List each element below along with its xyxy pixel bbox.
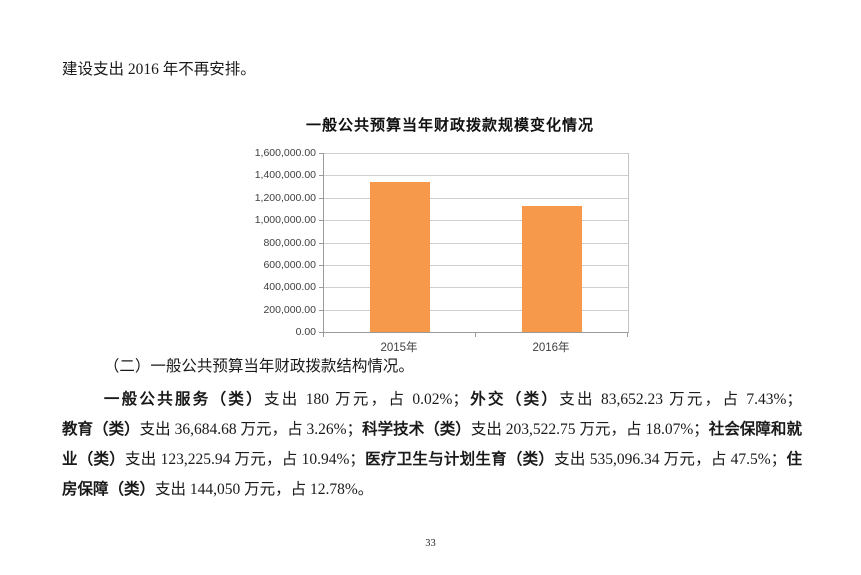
y-axis-tick bbox=[319, 310, 323, 311]
y-axis-label: 600,000.00 bbox=[263, 259, 316, 271]
category-detail: 支出 123,225.94 万元，占 10.94%； bbox=[125, 451, 365, 468]
plot-area bbox=[323, 153, 629, 333]
x-axis-tick bbox=[627, 333, 628, 337]
y-axis-tick bbox=[319, 243, 323, 244]
y-axis-tick bbox=[319, 287, 323, 288]
category-detail: 支出 535,096.34 万元，占 47.5%； bbox=[554, 451, 787, 468]
intro-paragraph: 建设支出 2016 年不再安排。 bbox=[62, 61, 256, 78]
gridline bbox=[324, 175, 628, 176]
x-axis-label: 2015年 bbox=[380, 342, 418, 354]
y-axis-label: 800,000.00 bbox=[263, 237, 316, 249]
x-axis-tick bbox=[475, 333, 476, 337]
category-detail: 支出 36,684.68 万元，占 3.26%； bbox=[139, 421, 363, 438]
y-axis-tick bbox=[319, 332, 323, 333]
y-axis-label: 1,400,000.00 bbox=[254, 169, 316, 181]
category-name: 一般公共服务（类） bbox=[103, 391, 264, 408]
gridline bbox=[324, 198, 628, 199]
page-number: 33 bbox=[425, 538, 436, 549]
category-detail: 支出 144,050 万元，占 12.78%。 bbox=[155, 481, 374, 498]
y-axis-tick bbox=[319, 220, 323, 221]
body-paragraph: 一般公共服务（类）支出 180 万元，占 0.02%；外交（类）支出 83,65… bbox=[62, 385, 802, 505]
y-axis-tick bbox=[319, 175, 323, 176]
y-axis-label: 1,600,000.00 bbox=[254, 147, 316, 159]
x-axis-tick bbox=[323, 333, 324, 337]
y-axis-label: 0.00 bbox=[295, 326, 316, 338]
chart-title: 一般公共预算当年财政拨款规模变化情况 bbox=[305, 117, 594, 134]
bar-chart: 一般公共预算当年财政拨款规模变化情况 1,600,000.00 1,400,000… bbox=[250, 112, 650, 357]
bar bbox=[370, 182, 430, 332]
gridline bbox=[324, 243, 628, 244]
y-axis-label: 1,000,000.00 bbox=[254, 214, 316, 226]
y-axis-label: 400,000.00 bbox=[263, 281, 316, 293]
y-axis-tick bbox=[319, 153, 323, 154]
x-axis-label: 2016年 bbox=[532, 342, 570, 354]
category-name: 教育（类） bbox=[62, 421, 140, 438]
category-detail: 支出 203,522.75 万元，占 18.07%； bbox=[470, 421, 709, 438]
category-name: 科学技术（类） bbox=[362, 421, 471, 438]
gridline bbox=[324, 153, 628, 154]
gridline bbox=[324, 265, 628, 266]
category-detail: 支出 83,652.23 万元，占 7.43%； bbox=[559, 391, 802, 408]
category-name: 社会保障和就业（类） bbox=[62, 421, 802, 468]
bar bbox=[522, 206, 582, 332]
section-heading: （二）一般公共预算当年财政拨款结构情况。 bbox=[103, 358, 414, 375]
category-detail: 支出 180 万元，占 0.02%； bbox=[263, 391, 468, 408]
y-axis-tick bbox=[319, 265, 323, 266]
gridline bbox=[324, 287, 628, 288]
y-axis-tick bbox=[319, 198, 323, 199]
gridline bbox=[324, 220, 628, 221]
y-axis-label: 200,000.00 bbox=[263, 304, 316, 316]
category-name: 外交（类） bbox=[467, 391, 560, 408]
category-name: 住房保障（类） bbox=[62, 451, 802, 498]
gridline bbox=[324, 310, 628, 311]
category-name: 医疗卫生与计划生育（类） bbox=[364, 451, 555, 468]
y-axis-label: 1,200,000.00 bbox=[254, 192, 316, 204]
